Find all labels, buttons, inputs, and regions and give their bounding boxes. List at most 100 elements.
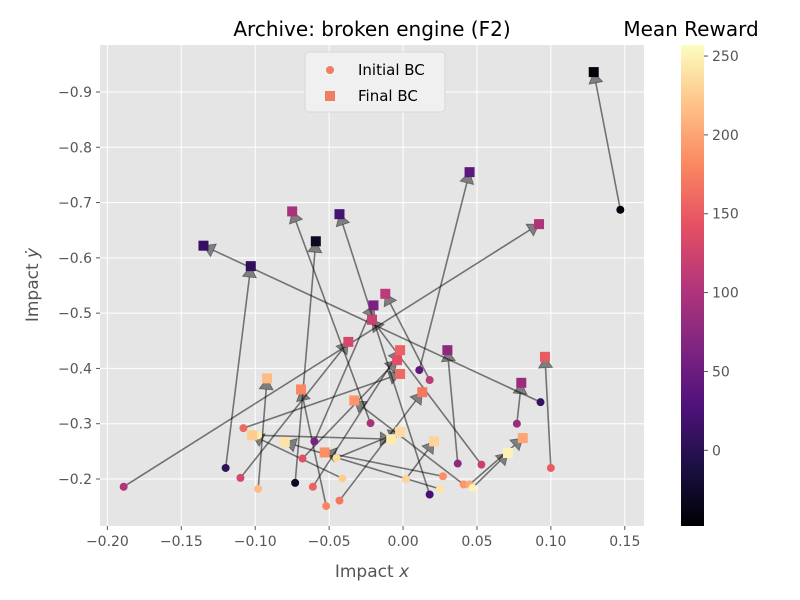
legend-marker-final: [325, 91, 335, 101]
initial-bc-point: [332, 453, 341, 462]
initial-bc-point: [425, 376, 434, 385]
initial-bc-point: [616, 205, 625, 214]
legend-label-initial: Initial BC: [358, 61, 425, 79]
y-axis-label: Impact ẏ: [23, 247, 43, 322]
x-axis-ticks: −0.20 −0.15 −0.10 −0.05 0.00 0.05 0.10 0.15: [86, 526, 640, 550]
initial-bc-point: [436, 484, 444, 493]
x-axis-label-text: Impact: [335, 562, 399, 582]
trajectory-arrow-line: [336, 435, 391, 459]
legend: Initial BC Final BC: [304, 51, 446, 113]
final-bc-point: [319, 447, 330, 458]
legend-box: [304, 51, 446, 113]
trajectory-arrow-line: [302, 400, 327, 507]
initial-bc-point: [425, 490, 434, 499]
final-bc-point: [395, 368, 406, 379]
colorbar: 0 50 100 150 200 250 Mean Reward: [623, 17, 759, 526]
y-tick-label: −0.9: [58, 85, 92, 101]
final-bc-point: [417, 387, 428, 398]
colorbar-tick-label: 50: [712, 364, 730, 380]
trajectory-arrow-line: [544, 367, 552, 468]
initial-bc-point: [477, 460, 486, 469]
final-bc-point: [296, 384, 307, 395]
trajectory-arrow-line: [239, 350, 343, 479]
final-bc-point: [334, 209, 345, 220]
final-bc-point: [392, 355, 403, 366]
trajectory-arrow-head: [241, 265, 258, 279]
y-tick-label: −0.4: [58, 361, 92, 377]
final-bc-point: [349, 395, 360, 406]
plot-background: [100, 45, 644, 526]
initial-bc-point: [335, 496, 344, 505]
trajectory-arrow-line: [294, 252, 316, 483]
colorbar-tick-label: 100: [712, 286, 739, 302]
initial-bc-point: [291, 478, 300, 487]
trajectory-arrow-line: [405, 449, 429, 480]
final-bc-point: [367, 314, 377, 325]
trajectory-arrow-line: [338, 400, 417, 502]
x-tick-label: −0.20: [86, 534, 129, 550]
colorbar-tick-label: 250: [712, 49, 739, 65]
initial-bc-point: [459, 480, 468, 489]
trajectory-arrow-line: [447, 361, 459, 464]
trajectory-arrow-head: [512, 382, 528, 395]
initial-bc-point: [453, 459, 462, 468]
initial-bc-point: [402, 475, 410, 484]
trajectory-arrow-line: [335, 453, 444, 478]
y-axis-ticks: −0.9 −0.8 −0.7 −0.6 −0.5 −0.4 −0.3 −0.2: [58, 85, 100, 488]
final-bc-point: [517, 433, 528, 444]
y-tick-label: −0.3: [58, 417, 92, 433]
initial-bc-point: [366, 419, 375, 428]
legend-marker-initial: [326, 66, 334, 74]
x-axis-label-var: x: [398, 562, 410, 582]
y-axis-label-text: Impact: [23, 258, 43, 322]
trajectory-arrow-head: [440, 349, 457, 363]
legend-label-final: Final BC: [358, 87, 418, 105]
x-tick-label: 0.00: [387, 534, 418, 550]
final-bc-point: [287, 206, 298, 217]
trajectory-arrow-line: [257, 389, 267, 490]
final-bc-point: [539, 351, 550, 362]
final-bc-point: [198, 240, 209, 251]
initial-bc-point: [239, 424, 248, 433]
x-tick-label: 0.05: [461, 534, 492, 550]
x-tick-label: −0.10: [234, 534, 277, 550]
y-tick-label: −0.5: [58, 306, 92, 322]
y-tick-label: −0.6: [58, 251, 92, 267]
final-bc-point: [503, 448, 513, 459]
trajectory-arrow-line: [418, 182, 468, 371]
y-axis-label-var: ẏ: [23, 247, 43, 259]
final-bc-point: [395, 427, 406, 438]
trajectory-arrow-line: [362, 406, 465, 486]
colorbar-tick-label: 200: [712, 128, 739, 144]
trajectory-arrow-line: [471, 460, 501, 489]
x-tick-label: −0.05: [308, 534, 351, 550]
initial-bc-point: [322, 502, 331, 511]
initial-bc-point: [415, 366, 424, 375]
colorbar-tick-label: 0: [712, 443, 721, 459]
initial-bc-point: [536, 398, 545, 407]
trajectory-arrow-line: [258, 434, 381, 440]
chart-title: Archive: broken engine (F2): [233, 17, 510, 41]
final-bc-point: [310, 236, 321, 247]
colorbar-label: Mean Reward: [623, 17, 758, 41]
trajectory-arrow-line: [243, 376, 390, 429]
initial-bc-point: [546, 463, 555, 472]
initial-bc-point: [338, 474, 347, 483]
initial-bc-point: [310, 437, 319, 446]
final-bc-point: [442, 345, 453, 356]
trajectory-arrow-head: [379, 431, 392, 447]
trajectory-arrow-head: [258, 377, 274, 391]
trajectory-arrow-line: [516, 393, 521, 424]
colorbar-ticks: 0 50 100 150 200 250: [704, 49, 739, 459]
final-bc-point: [343, 336, 354, 347]
trajectory-arrow-line: [389, 303, 431, 381]
trajectory-arrow-line: [295, 221, 372, 424]
initial-bc-point: [438, 472, 447, 481]
initial-bc-point: [512, 419, 521, 428]
initial-bc-point: [119, 482, 128, 491]
trajectory-arrow-head: [537, 356, 554, 369]
colorbar-tick-label: 150: [712, 207, 739, 223]
trajectory-arrow-line: [342, 224, 431, 495]
initial-bc-point: [221, 463, 230, 472]
